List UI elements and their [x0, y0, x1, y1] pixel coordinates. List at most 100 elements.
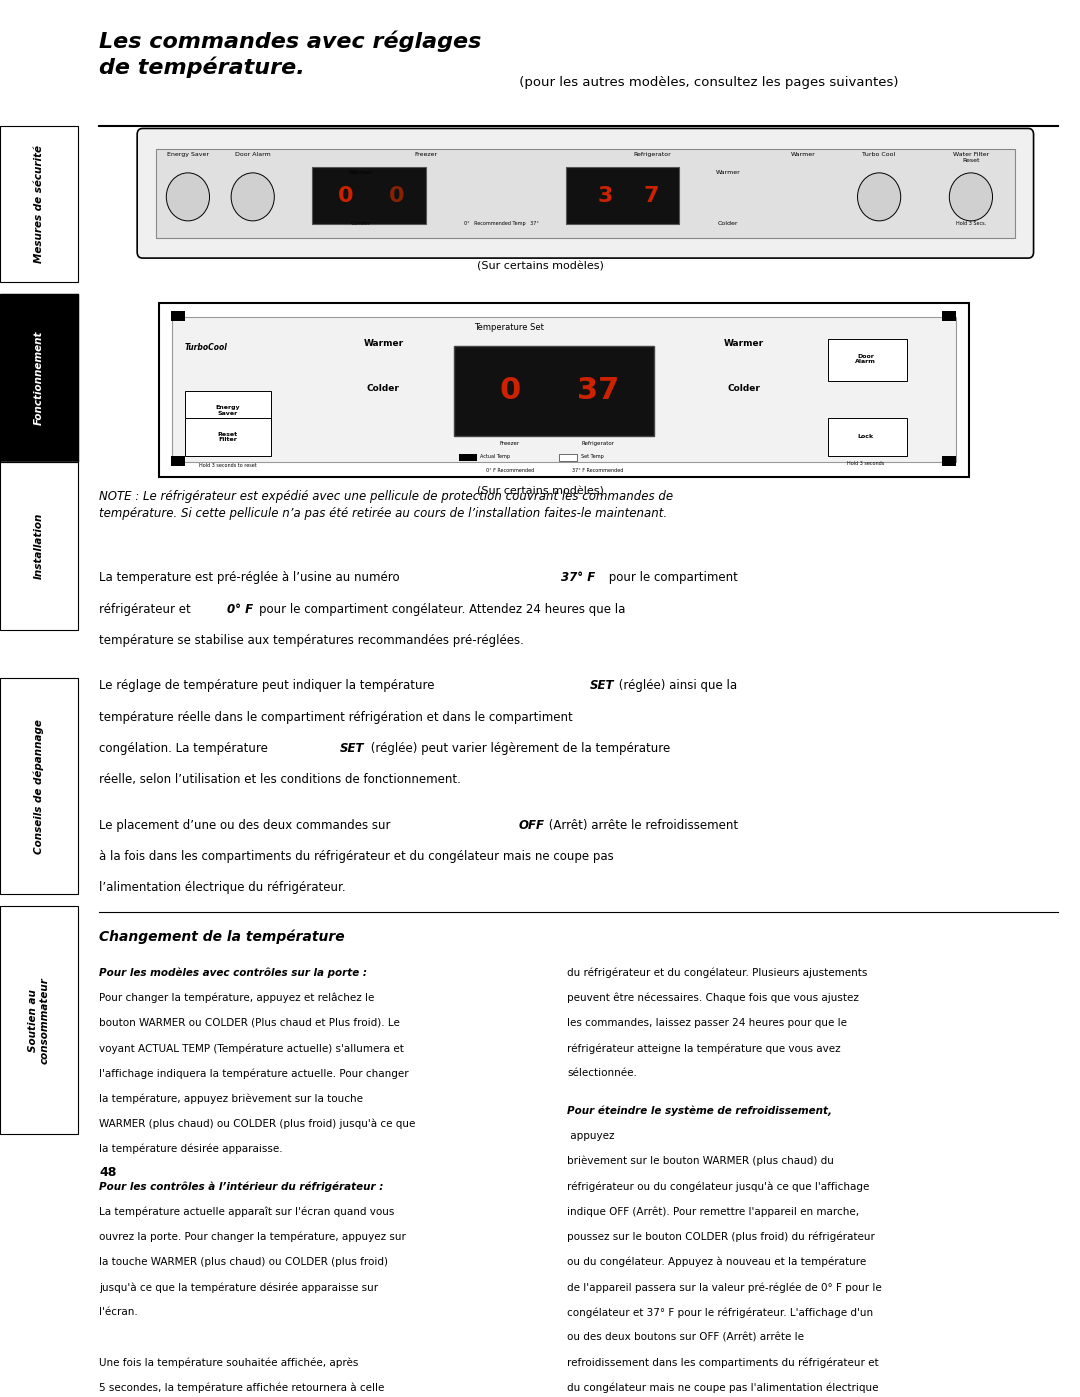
Bar [0, 462, 78, 630]
Bar [156, 149, 1015, 237]
Bar [312, 166, 426, 225]
Text: voyant ACTUAL TEMP (Température actuelle) s'allumera et: voyant ACTUAL TEMP (Température actuelle… [99, 1044, 404, 1053]
Text: sélectionnée.: sélectionnée. [567, 1069, 637, 1078]
Bar [454, 345, 653, 436]
Text: du congélateur mais ne coupe pas l'alimentation électrique: du congélateur mais ne coupe pas l'alime… [567, 1383, 878, 1393]
Bar [828, 338, 907, 380]
Text: Changement de la température: Changement de la température [99, 929, 345, 943]
Text: 37: 37 [577, 376, 619, 405]
Bar [159, 303, 969, 476]
Text: 0: 0 [390, 186, 405, 205]
Text: TurboCool: TurboCool [185, 344, 228, 352]
Text: Temperature Set: Temperature Set [474, 323, 544, 332]
Text: Pour les contrôles à l’intérieur du réfrigérateur :: Pour les contrôles à l’intérieur du réfr… [99, 1182, 383, 1192]
Text: température réelle dans le compartiment réfrigération et dans le compartiment: température réelle dans le compartiment … [99, 711, 573, 724]
Text: SET: SET [590, 679, 615, 693]
Text: Actual Temp: Actual Temp [480, 454, 510, 458]
Bar [0, 126, 78, 282]
Bar [942, 457, 956, 465]
FancyBboxPatch shape [137, 129, 1034, 258]
Text: Warmer: Warmer [349, 170, 373, 176]
Text: la température, appuyez brièvement sur la touche: la température, appuyez brièvement sur l… [99, 1094, 363, 1104]
Text: Une fois la température souhaitée affichée, après: Une fois la température souhaitée affich… [99, 1358, 359, 1368]
Text: WARMER (plus chaud) ou COLDER (plus froid) jusqu'à ce que: WARMER (plus chaud) ou COLDER (plus froi… [99, 1119, 416, 1129]
Bar [171, 457, 185, 465]
Text: la touche WARMER (plus chaud) ou COLDER (plus froid): la touche WARMER (plus chaud) ou COLDER … [99, 1257, 389, 1267]
Bar [0, 678, 78, 894]
Bar [0, 907, 78, 1134]
Text: 0: 0 [338, 186, 354, 205]
Text: 37° F: 37° F [561, 571, 595, 584]
Text: Turbo Cool: Turbo Cool [863, 152, 895, 158]
Text: appuyez: appuyez [567, 1130, 615, 1141]
Bar [0, 462, 78, 630]
Bar [0, 295, 78, 462]
Text: l'écran.: l'écran. [99, 1308, 138, 1317]
Text: l’alimentation électrique du réfrigérateur.: l’alimentation électrique du réfrigérate… [99, 882, 346, 894]
Text: SET: SET [340, 742, 365, 754]
Text: température se stabilise aux températures recommandées pré-réglées.: température se stabilise aux température… [99, 634, 524, 647]
Text: 5 secondes, la température affichée retournera à celle: 5 secondes, la température affichée reto… [99, 1383, 384, 1393]
Text: Hold 3 seconds to reset: Hold 3 seconds to reset [199, 464, 257, 468]
Text: 37° F Recommended: 37° F Recommended [572, 468, 623, 474]
Text: du réfrigérateur et du congélateur. Plusieurs ajustements: du réfrigérateur et du congélateur. Plus… [567, 968, 867, 978]
Text: 7: 7 [644, 186, 659, 205]
Text: 0° F: 0° F [227, 602, 253, 616]
Text: Warmer: Warmer [792, 152, 815, 158]
Text: Pour les modèles avec contrôles sur la porte :: Pour les modèles avec contrôles sur la p… [99, 968, 367, 978]
Text: Door Alarm: Door Alarm [234, 152, 271, 158]
Circle shape [166, 173, 210, 221]
Text: congélateur et 37° F pour le réfrigérateur. L'affichage d'un: congélateur et 37° F pour le réfrigérate… [567, 1308, 873, 1317]
Circle shape [949, 173, 993, 221]
Bar [172, 317, 956, 462]
Bar [0, 907, 78, 1134]
Text: Colder: Colder [728, 384, 760, 393]
Text: Water Filter
Reset: Water Filter Reset [953, 152, 989, 163]
Text: Refrigerator: Refrigerator [634, 152, 671, 158]
Bar [559, 454, 577, 461]
Text: indique OFF (Arrêt). Pour remettre l'appareil en marche,: indique OFF (Arrêt). Pour remettre l'app… [567, 1207, 859, 1217]
Text: La température actuelle apparaît sur l'écran quand vous: La température actuelle apparaît sur l'é… [99, 1207, 394, 1217]
Text: Freezer: Freezer [500, 440, 519, 446]
Text: Warmer: Warmer [724, 338, 765, 348]
Text: ouvrez la porte. Pour changer la température, appuyez sur: ouvrez la porte. Pour changer la tempéra… [99, 1232, 406, 1242]
Text: la température désirée apparaisse.: la température désirée apparaisse. [99, 1144, 283, 1154]
Text: Hold 3 seconds: Hold 3 seconds [847, 461, 885, 467]
Text: 0° F Recommended: 0° F Recommended [486, 468, 534, 474]
Text: NOTE : Le réfrigérateur est expédié avec une pellicule de protection couvrant le: NOTE : Le réfrigérateur est expédié avec… [99, 490, 674, 520]
Text: 0°   Recommended Temp   37°: 0° Recommended Temp 37° [463, 221, 539, 226]
Text: Colder: Colder [367, 384, 400, 393]
Text: Warmer: Warmer [363, 338, 404, 348]
Text: Set Temp: Set Temp [581, 454, 604, 458]
Text: (Arrêt) arrête le refroidissement: (Arrêt) arrête le refroidissement [545, 819, 739, 831]
Text: Refrigerator: Refrigerator [581, 440, 615, 446]
Text: 48: 48 [99, 1166, 117, 1179]
Bar [0, 295, 78, 462]
Text: Colder: Colder [718, 221, 738, 226]
Text: OFF: OFF [518, 819, 544, 831]
Text: ou du congélateur. Appuyez à nouveau et la température: ou du congélateur. Appuyez à nouveau et … [567, 1257, 866, 1267]
Text: 3: 3 [598, 186, 613, 205]
Text: les commandes, laissez passer 24 heures pour que le: les commandes, laissez passer 24 heures … [567, 1018, 847, 1028]
Text: de l'appareil passera sur la valeur pré-réglée de 0° F pour le: de l'appareil passera sur la valeur pré-… [567, 1282, 881, 1292]
Text: Soutien au
consommateur: Soutien au consommateur [28, 977, 50, 1063]
Text: Lock: Lock [858, 434, 874, 440]
Text: brièvement sur le bouton WARMER (plus chaud) du: brièvement sur le bouton WARMER (plus ch… [567, 1155, 834, 1166]
Text: Pour changer la température, appuyez et relâchez le: Pour changer la température, appuyez et … [99, 993, 375, 1003]
Text: poussez sur le bouton COLDER (plus froid) du réfrigérateur: poussez sur le bouton COLDER (plus froid… [567, 1232, 875, 1242]
Text: pour le compartiment: pour le compartiment [605, 571, 738, 584]
Text: congélation. La température: congélation. La température [99, 742, 272, 754]
Text: (réglée) ainsi que la: (réglée) ainsi que la [615, 679, 737, 693]
Bar [0, 678, 78, 894]
Bar [185, 418, 271, 457]
Text: Mesures de sécurité: Mesures de sécurité [33, 145, 44, 263]
Text: (pour les autres modèles, consultez les pages suivantes): (pour les autres modèles, consultez les … [515, 75, 899, 88]
Text: Door
Alarm: Door Alarm [855, 353, 876, 365]
Text: Freezer: Freezer [414, 152, 437, 158]
Bar [0, 126, 78, 282]
Text: l'affichage indiquera la température actuelle. Pour changer: l'affichage indiquera la température act… [99, 1069, 409, 1078]
Text: Hold 3 Secs.: Hold 3 Secs. [956, 221, 986, 226]
Text: Reset
Filter: Reset Filter [218, 432, 238, 441]
Text: Energy
Saver: Energy Saver [216, 405, 240, 416]
Text: 0: 0 [499, 376, 521, 405]
